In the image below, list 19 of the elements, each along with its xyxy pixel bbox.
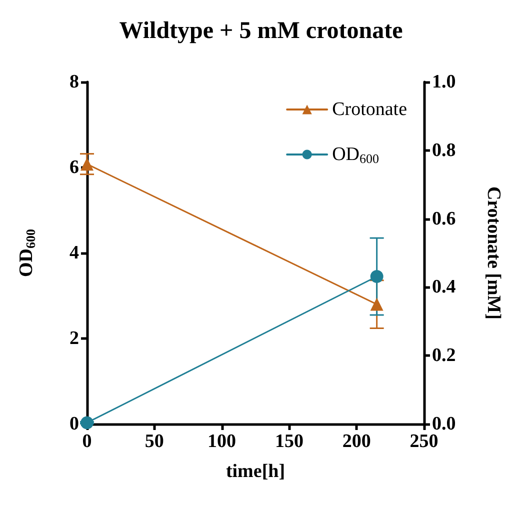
x-tick-label: 200 <box>342 431 371 452</box>
y-tick-label: 8 <box>70 72 79 92</box>
x-axis-title: time[h] <box>226 461 286 482</box>
y2-tick-label: 0.6 <box>432 208 456 230</box>
y2-tick-label: 0.2 <box>432 345 456 366</box>
legend-label: Crotonate <box>332 99 408 120</box>
y-tick-label: 0 <box>70 414 79 434</box>
x-tick-label: 100 <box>208 431 236 452</box>
y-tick-label: 2 <box>70 328 79 349</box>
y2-tick-label: 1.0 <box>432 72 456 92</box>
y-axis-title: OD600 <box>16 229 38 277</box>
y2-tick-label: 0.8 <box>432 140 456 161</box>
y-tick-label: 4 <box>70 242 80 264</box>
y2-axis-title: Crotonate [mM] <box>483 186 504 320</box>
x-tick-label: 50 <box>144 431 164 452</box>
y2-tick-label: 0.4 <box>432 276 456 298</box>
y-tick-label: 6 <box>70 157 79 178</box>
x-tick-label: 150 <box>274 431 304 452</box>
chart-title: Wildtype + 5 mM crotonate <box>119 18 404 44</box>
